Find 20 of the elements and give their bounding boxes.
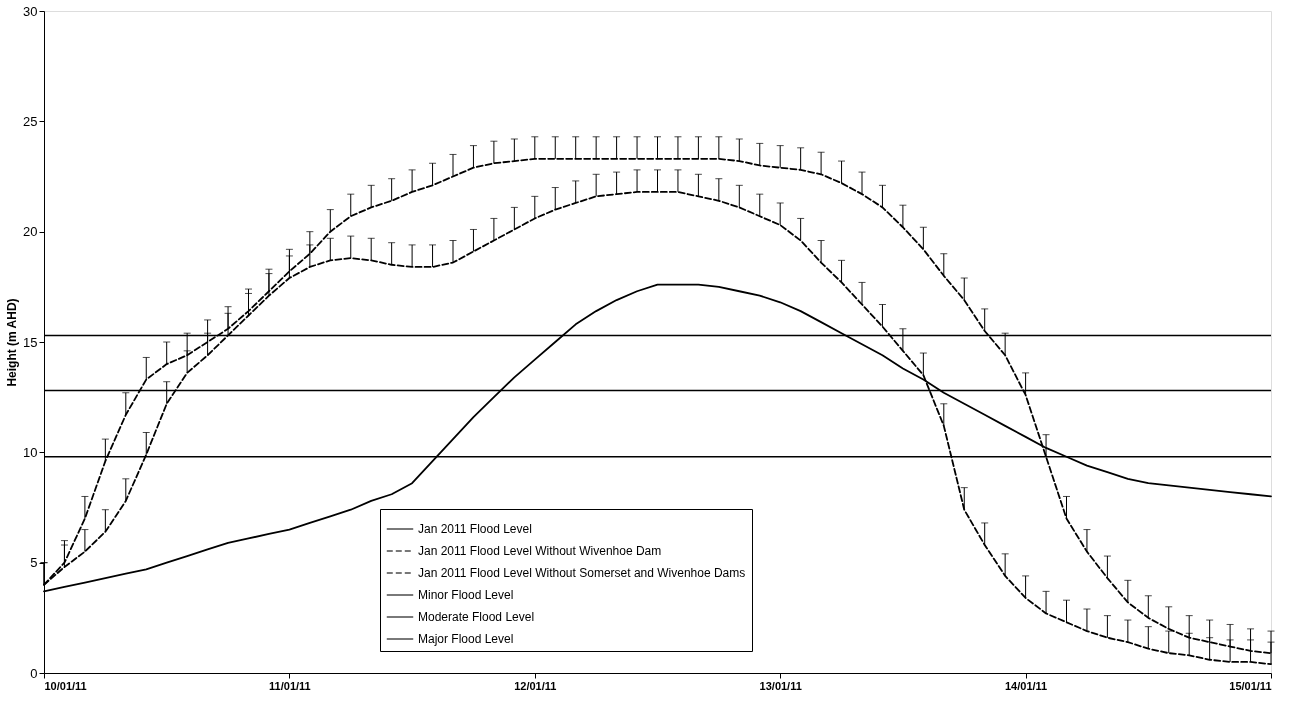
legend-label: Minor Flood Level xyxy=(418,588,514,602)
legend-label: Jan 2011 Flood Level Without Somerset and Wivenhoe Dams xyxy=(418,566,746,580)
y-tick-label: 20 xyxy=(23,224,38,240)
y-tick-label: 0 xyxy=(30,665,38,681)
y-axis-title: Height (m AHD) xyxy=(5,298,20,387)
legend-label: Moderate Flood Level xyxy=(418,610,535,624)
x-tick-label: 11/01/11 xyxy=(269,679,311,692)
x-tick-label: 13/01/11 xyxy=(759,679,802,692)
x-tick-label: 14/01/11 xyxy=(1004,679,1048,692)
y-tick-label: 25 xyxy=(23,113,38,129)
y-tick-label: 5 xyxy=(30,555,38,571)
x-tick-label: 15/01/11 xyxy=(1229,679,1272,692)
y-tick-label: 30 xyxy=(23,3,38,19)
x-tick-label: 12/01/11 xyxy=(514,679,557,692)
y-tick-label: 15 xyxy=(23,334,38,350)
legend-label: Major Flood Level xyxy=(418,632,514,646)
legend-label: Jan 2011 Flood Level xyxy=(418,522,532,536)
y-tick-label: 10 xyxy=(23,444,38,460)
x-tick-label: 10/01/11 xyxy=(44,679,87,692)
legend-label: Jan 2011 Flood Level Without Wivenhoe Dam xyxy=(418,544,662,558)
